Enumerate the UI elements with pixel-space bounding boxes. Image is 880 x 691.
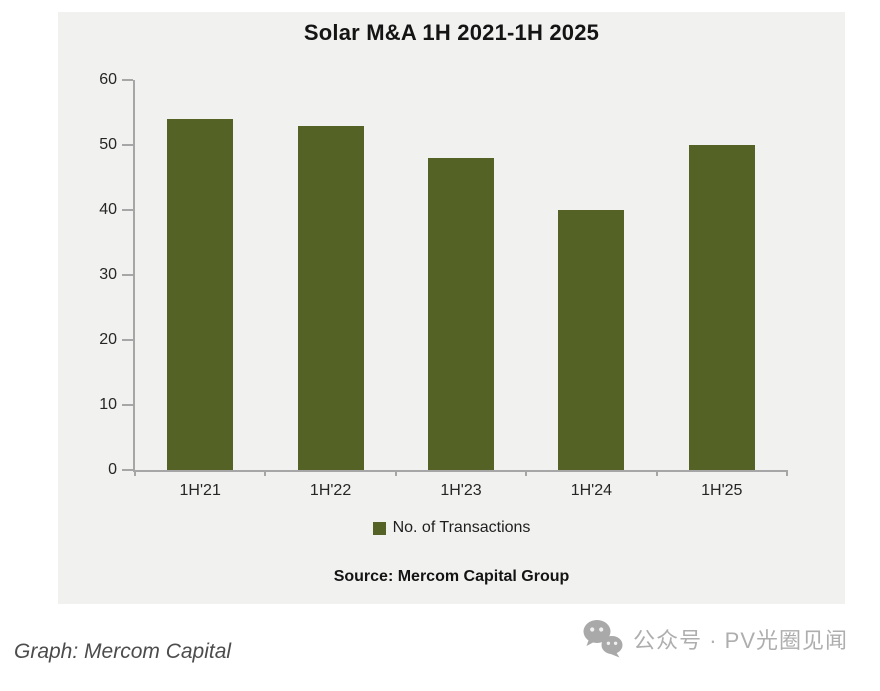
legend-swatch [372,521,386,535]
bar-1H'21 [167,119,234,470]
legend-label: No. of Transactions [392,519,531,536]
y-axis-tick [122,209,133,211]
y-axis-tick [122,339,133,341]
y-axis-tick [122,144,133,146]
bar-1H'22 [297,125,364,470]
x-axis-label: 1H'22 [309,482,352,499]
y-axis-label: 0 [108,461,117,478]
x-axis-label: 1H'23 [440,482,482,499]
x-axis-label: 1H'25 [701,482,743,499]
wechat-icon [583,620,623,658]
source-caption: Source: Mercom Capital Group [333,568,570,585]
y-axis-label: 40 [99,201,117,218]
y-axis-label: 60 [99,71,117,88]
x-axis-label: 1H'21 [179,482,221,499]
chart-panel: Solar M&A 1H 2021-1H 2025 0 10 20 30 40 50 60 1… [58,12,845,604]
x-axis-tick [655,470,658,476]
watermark: 公众号 · PV光圈见闻 [582,618,848,660]
y-axis-tick [122,404,133,406]
x-axis-label: 1H'24 [570,482,613,499]
x-axis-tick [264,470,267,476]
y-axis-label: 20 [99,331,117,348]
x-axis-tick [525,470,528,476]
y-axis-tick [122,469,133,471]
plot-area: 0 10 20 30 40 50 60 1H'21 1H'22 1H'23 1H'24 1H'25 [99,71,788,499]
bar-1H'25 [688,145,755,470]
x-axis-tick [394,470,397,476]
y-axis-tick [122,274,133,276]
x-axis-tick [786,470,788,476]
bar-1H'24 [558,210,625,470]
y-axis-label: 30 [99,266,117,283]
y-axis-tick [122,79,133,81]
legend: No. of Transactions [58,519,845,537]
watermark-text: 公众号 · PV光圈见闻 [633,628,848,653]
graph-credit: Graph: Mercom Capital [14,640,232,663]
bar-1H'23 [428,158,494,470]
y-axis-label: 10 [99,396,117,413]
y-axis-label: 50 [99,136,117,153]
chart-title: Solar M&A 1H 2021-1H 2025 [303,20,600,45]
x-axis-tick [134,470,136,476]
